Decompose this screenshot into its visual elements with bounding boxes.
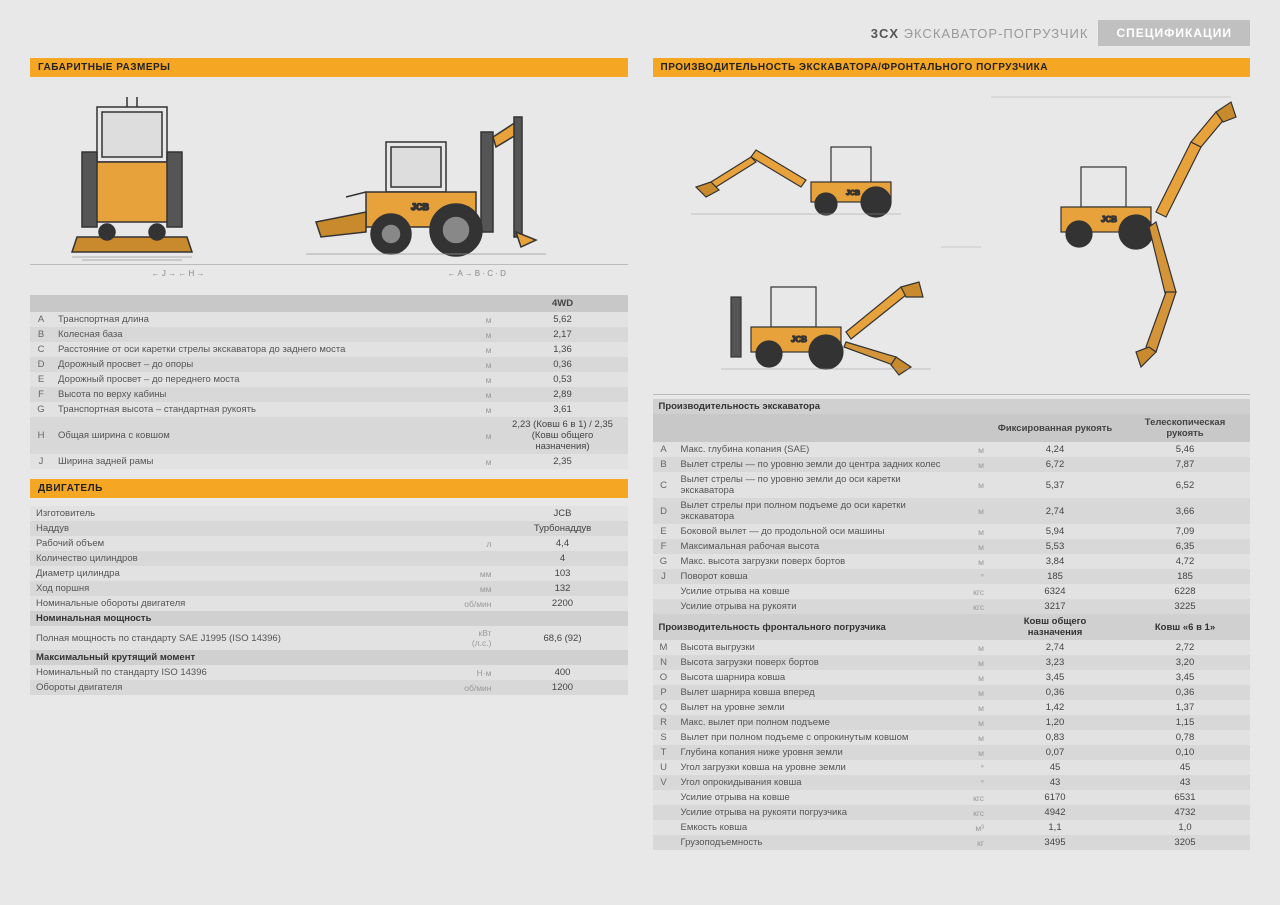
- table-row: Грузоподъемность кг 3495 3205: [653, 835, 1251, 850]
- table-row: Ход поршня мм 132: [30, 581, 628, 596]
- right-column: 3CX ЭКСКАВАТОР-ПОГРУЗЧИК СПЕЦИФИКАЦИИ ПР…: [653, 20, 1251, 885]
- svg-text:JCB: JCB: [411, 202, 430, 212]
- table-row: G Макс. высота загрузки поверх бортов м …: [653, 554, 1251, 569]
- section-engine-title: ДВИГАТЕЛЬ: [30, 479, 628, 498]
- page-header: 3CX ЭКСКАВАТОР-ПОГРУЗЧИК СПЕЦИФИКАЦИИ: [653, 20, 1251, 46]
- table-row: U Угол загрузки ковша на уровне земли ° …: [653, 760, 1251, 775]
- left-column: ГАБАРИТНЫЕ РАЗМЕРЫ: [30, 20, 628, 885]
- table-row: H Общая ширина с ковшом м 2,23 (Ковш 6 в…: [30, 417, 628, 454]
- table-row: Усилие отрыва на ковше кгс 6324 6228: [653, 584, 1251, 599]
- table-row: J Ширина задней рамы м 2,35: [30, 454, 628, 469]
- table-row: Q Вылет на уровне земли м 1,42 1,37: [653, 700, 1251, 715]
- table-row: J Поворот ковша ° 185 185: [653, 569, 1251, 584]
- table-row: Диаметр цилиндра мм 103: [30, 566, 628, 581]
- table-row: Изготовитель JCB: [30, 506, 628, 521]
- table-row: G Транспортная высота – стандартная руко…: [30, 402, 628, 417]
- table-row: F Высота по верху кабины м 2,89: [30, 387, 628, 402]
- table-row: D Дорожный просвет – до опоры м 0,36: [30, 357, 628, 372]
- table-row: Усилие отрыва на рукояти погрузчика кгс …: [653, 805, 1251, 820]
- table-row: Емкость ковша м³ 1,1 1,0: [653, 820, 1251, 835]
- table-row: Усилие отрыва на рукояти кгс 3217 3225: [653, 599, 1251, 614]
- table-row: Полная мощность по стандарту SAE J1995 (…: [30, 626, 628, 650]
- section-performance-title: ПРОИЗВОДИТЕЛЬНОСТЬ ЭКСКАВАТОРА/ФРОНТАЛЬН…: [653, 58, 1251, 77]
- table-row: S Вылет при полном подъеме с опрокинутым…: [653, 730, 1251, 745]
- table-row: B Вылет стрелы — по уровню земли до цент…: [653, 457, 1251, 472]
- table-row: D Вылет стрелы при полном подъеме до оси…: [653, 498, 1251, 524]
- table-row: B Колесная база м 2,17: [30, 327, 628, 342]
- dim-labels-left: ← J → ← H → ← A → B · C · D: [30, 269, 628, 287]
- table-row: Количество цилиндров 4: [30, 551, 628, 566]
- svg-text:JCB: JCB: [1101, 215, 1117, 224]
- performance-diagram: JCB JCB: [653, 85, 1251, 395]
- table-row: Номинальный по стандарту ISO 14396 Н·м 4…: [30, 665, 628, 680]
- section-dimensions-title: ГАБАРИТНЫЕ РАЗМЕРЫ: [30, 58, 628, 77]
- table-row: C Вылет стрелы — по уровню земли до оси …: [653, 472, 1251, 498]
- table-row: N Высота загрузки поверх бортов м 3,23 3…: [653, 655, 1251, 670]
- table-row: Номинальные обороты двигателя об/мин 220…: [30, 596, 628, 611]
- table-row: F Максимальная рабочая высота м 5,53 6,3…: [653, 539, 1251, 554]
- engine-table: Изготовитель JCB Наддув Турбонаддув Рабо…: [30, 506, 628, 695]
- svg-text:JCB: JCB: [846, 190, 860, 197]
- table-row: A Макс. глубина копания (SAE) м 4,24 5,4…: [653, 442, 1251, 457]
- svg-text:JCB: JCB: [791, 335, 807, 344]
- table-row: E Дорожный просвет – до переднего моста …: [30, 372, 628, 387]
- spec-badge: СПЕЦИФИКАЦИИ: [1098, 20, 1250, 46]
- excavator-performance-table: Производительность экскаватора Фиксирова…: [653, 399, 1251, 850]
- dimensions-table: 4WD A Транспортная длина м 5,62 B Колесн…: [30, 295, 628, 469]
- table-row: C Расстояние от оси каретки стрелы экска…: [30, 342, 628, 357]
- table-row: E Боковой вылет — до продольной оси маши…: [653, 524, 1251, 539]
- table-row: M Высота выгрузки м 2,74 2,72: [653, 640, 1251, 655]
- table-row: V Угол опрокидывания ковша ° 43 43: [653, 775, 1251, 790]
- table-row: Наддув Турбонаддув: [30, 521, 628, 536]
- table-row: A Транспортная длина м 5,62: [30, 312, 628, 327]
- table-row: R Макс. вылет при полном подъеме м 1,20 …: [653, 715, 1251, 730]
- table-row: P Вылет шарнира ковша вперед м 0,36 0,36: [653, 685, 1251, 700]
- table-row: Обороты двигателя об/мин 1200: [30, 680, 628, 695]
- dimensions-diagram: JCB: [30, 85, 628, 265]
- table-row: Рабочий объем л 4,4: [30, 536, 628, 551]
- table-row: O Высота шарнира ковша м 3,45 3,45: [653, 670, 1251, 685]
- table-row: T Глубина копания ниже уровня земли м 0,…: [653, 745, 1251, 760]
- table-row: Усилие отрыва на ковше кгс 6170 6531: [653, 790, 1251, 805]
